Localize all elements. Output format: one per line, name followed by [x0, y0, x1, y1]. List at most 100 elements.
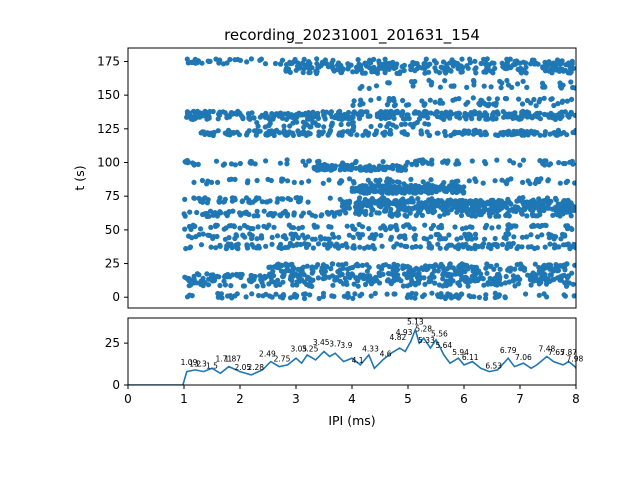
raster-point [440, 276, 446, 282]
ipi-peak-label: 1.5 [206, 361, 218, 370]
raster-point [570, 281, 576, 287]
raster-point [369, 69, 375, 75]
raster-point [184, 109, 190, 115]
raster-point [358, 189, 364, 195]
raster-point [526, 204, 532, 211]
ipi-x-tick-label: 6 [460, 392, 468, 406]
raster-point [400, 97, 406, 104]
raster-point [482, 101, 488, 107]
raster-point [294, 293, 300, 299]
raster-point [350, 102, 356, 108]
raster-point [506, 279, 512, 285]
raster-point [195, 112, 201, 118]
raster-point [300, 232, 306, 238]
raster-point [558, 236, 564, 242]
raster-point [355, 57, 361, 63]
raster-point [483, 116, 489, 122]
raster-point [514, 198, 520, 204]
ipi-peak-label: 3.05 [290, 345, 307, 354]
raster-point [487, 213, 493, 219]
raster-point [331, 165, 337, 171]
raster-point [531, 57, 537, 63]
raster-point [568, 213, 574, 219]
raster-point [485, 199, 491, 205]
raster-point [254, 236, 260, 242]
raster-point [210, 278, 216, 284]
ipi-peak-label: 7.87 [560, 348, 577, 357]
raster-point [369, 207, 375, 213]
raster-point [183, 246, 189, 252]
raster-point [428, 110, 434, 116]
raster-point [524, 213, 530, 219]
raster-point [550, 115, 557, 121]
ipi-peak-label: 1.87 [224, 355, 241, 364]
raster-point [360, 101, 366, 107]
raster-point [456, 242, 462, 248]
raster-point [270, 268, 276, 274]
ipi-peak-label: 2.28 [247, 363, 264, 372]
raster-point [515, 130, 521, 136]
raster-point [202, 195, 208, 201]
raster-point [324, 166, 330, 172]
raster-point [503, 96, 510, 102]
raster-point [287, 123, 293, 129]
raster-point [505, 222, 511, 228]
raster-point [213, 56, 219, 62]
raster-point [327, 241, 333, 247]
raster-point [539, 199, 546, 205]
raster-point [361, 276, 367, 282]
raster-point [425, 187, 431, 194]
raster-point [482, 131, 488, 138]
raster-point [533, 272, 539, 278]
raster-point [351, 98, 357, 104]
raster-point [532, 261, 538, 267]
raster-point [519, 68, 525, 74]
raster-point [491, 266, 497, 272]
raster-point [394, 189, 400, 195]
raster-point [373, 128, 380, 134]
raster-point [273, 291, 279, 297]
raster-point [232, 293, 238, 299]
raster-point [382, 184, 388, 190]
raster-point [431, 274, 437, 280]
raster-point [504, 77, 510, 84]
raster-point [286, 222, 292, 228]
raster-point [557, 115, 563, 122]
raster-point [340, 199, 346, 205]
raster-point [496, 224, 502, 230]
raster-point [541, 83, 548, 89]
raster-point [470, 95, 476, 101]
raster-point [322, 161, 328, 168]
raster-point [318, 213, 324, 219]
raster-point [407, 210, 413, 216]
raster-point [435, 130, 441, 136]
raster-point [494, 244, 500, 250]
raster-point [432, 99, 438, 105]
raster-point [336, 234, 342, 240]
raster-point [249, 291, 255, 297]
raster-point [331, 213, 337, 219]
raster-point [469, 236, 475, 242]
raster-point [341, 293, 347, 299]
raster-point [314, 56, 320, 62]
raster-point [454, 236, 460, 242]
raster-point [295, 272, 301, 278]
raster-point [283, 66, 289, 72]
raster-point [318, 268, 325, 274]
raster-point [302, 120, 308, 126]
raster-point [304, 263, 310, 269]
raster-y-tick-label: 150 [97, 88, 120, 102]
raster-point [396, 276, 402, 282]
raster-point [388, 206, 394, 212]
raster-point [295, 266, 301, 272]
raster-point [307, 131, 313, 137]
raster-point [240, 198, 246, 204]
raster-point [204, 271, 210, 277]
raster-point [520, 59, 527, 65]
raster-point [198, 198, 204, 204]
raster-point [410, 83, 416, 89]
raster-point [358, 272, 364, 278]
raster-point [300, 131, 306, 137]
raster-point [410, 190, 417, 196]
